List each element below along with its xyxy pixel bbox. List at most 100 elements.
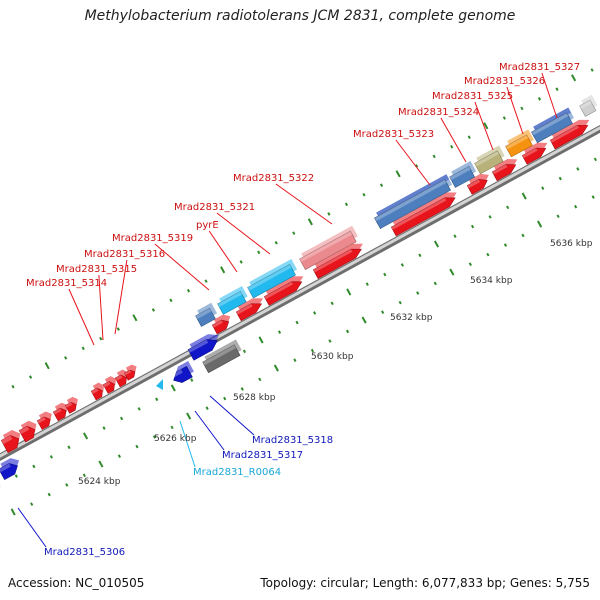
gene-label[interactable]: Mrad2831_5314: [26, 278, 107, 289]
gene-label[interactable]: Mrad2831_5323: [353, 129, 434, 140]
tick-mark: [67, 445, 71, 450]
gene-label[interactable]: Mrad2831_5318: [252, 435, 333, 446]
cds-feature[interactable]: [234, 294, 267, 322]
tick-mark: [344, 202, 349, 207]
tick-mark: [521, 192, 527, 200]
cds-feature[interactable]: [389, 188, 461, 237]
gene-feature[interactable]: [298, 225, 360, 270]
tick-mark: [327, 212, 331, 216]
gene-feature[interactable]: [473, 145, 507, 175]
callout-line: [194, 410, 225, 451]
gene-feature[interactable]: [530, 107, 576, 144]
tick-mark: [205, 406, 209, 410]
tick-mark: [328, 339, 332, 343]
cds-feature[interactable]: [89, 381, 108, 401]
callout-line: [17, 507, 47, 548]
cds-feature[interactable]: [0, 455, 24, 481]
tick-mark: [432, 154, 436, 159]
tick-mark: [240, 387, 244, 391]
tick-mark: [395, 170, 401, 178]
gene-feature[interactable]: [194, 302, 219, 327]
tick-mark: [135, 444, 139, 449]
tick-mark: [450, 144, 454, 149]
tick-mark: [361, 316, 367, 324]
gene-label[interactable]: Mrad2831_5317: [222, 450, 303, 461]
gene-label[interactable]: Mrad2831_R0064: [193, 467, 281, 478]
tick-mark: [30, 502, 34, 506]
tick-mark: [170, 425, 174, 430]
gene-label[interactable]: Mrad2831_5327: [499, 62, 580, 73]
gene-feature[interactable]: [448, 161, 478, 188]
ncrna-feature[interactable]: [156, 379, 163, 390]
gene-feature[interactable]: [246, 259, 299, 299]
tick-mark: [453, 234, 457, 238]
tick-mark: [47, 492, 51, 497]
cds-feature[interactable]: [520, 139, 551, 165]
gene-label[interactable]: Mrad2831_5319: [112, 233, 193, 244]
tick-mark: [273, 364, 279, 372]
tick-mark: [362, 192, 366, 197]
gene-feature[interactable]: [504, 129, 536, 158]
tick-mark: [220, 266, 226, 274]
gene-label[interactable]: pyrE: [196, 220, 219, 231]
gene-label[interactable]: Mrad2831_5321: [174, 202, 255, 213]
tick-mark: [574, 204, 578, 209]
tick-mark: [28, 375, 33, 379]
gene-feature[interactable]: [578, 94, 600, 117]
cds-feature[interactable]: [311, 239, 367, 279]
cds-feature[interactable]: [122, 363, 140, 381]
tick-mark: [449, 268, 455, 276]
tick-mark: [506, 205, 510, 210]
gene-label[interactable]: Mrad2831_5316: [84, 249, 165, 260]
gene-label[interactable]: Mrad2831_5322: [233, 173, 314, 184]
tick-mark: [99, 336, 103, 341]
gene-label[interactable]: Mrad2831_5324: [398, 107, 479, 118]
tick-mark: [14, 474, 18, 478]
cds-feature[interactable]: [35, 410, 56, 430]
tick-mark: [295, 320, 299, 325]
cds-feature[interactable]: [0, 427, 26, 454]
tick-mark: [558, 176, 562, 181]
cds-feature[interactable]: [186, 330, 224, 361]
tick-mark: [152, 435, 157, 439]
scale-label: 5632 kbp: [390, 313, 433, 323]
gene-feature[interactable]: [216, 285, 250, 315]
tick-mark: [555, 87, 559, 91]
callout-line: [506, 86, 524, 135]
tick-mark: [379, 183, 384, 187]
cds-feature[interactable]: [210, 312, 234, 335]
callout-line: [474, 101, 494, 151]
gene-label[interactable]: Mrad2831_5315: [56, 264, 137, 275]
cds-feature[interactable]: [548, 116, 593, 150]
cds-feature[interactable]: [101, 374, 120, 394]
tick-mark: [186, 412, 192, 420]
tick-mark: [292, 231, 296, 235]
tick-mark: [116, 327, 120, 331]
cds-feature[interactable]: [262, 272, 307, 306]
cds-feature[interactable]: [51, 401, 72, 422]
gene-label[interactable]: Mrad2831_5306: [44, 547, 125, 558]
feature-track[interactable]: [0, 94, 600, 481]
tick-mark: [576, 167, 580, 171]
gene-label[interactable]: Mrad2831_5325: [432, 91, 513, 102]
cds-feature[interactable]: [201, 339, 244, 374]
scale-label: 5634 kbp: [470, 276, 513, 286]
tick-mark: [190, 378, 194, 382]
gene-label[interactable]: Mrad2831_5326: [464, 76, 545, 87]
tick-mark: [137, 407, 141, 411]
gene-feature[interactable]: [373, 174, 454, 229]
accession-label: Accession: NC_010505: [8, 576, 145, 590]
tick-mark: [593, 157, 597, 162]
cds-feature[interactable]: [63, 395, 82, 414]
cds-feature[interactable]: [17, 418, 41, 443]
genome-title: Methylobacterium radiotolerans JCM 2831,…: [84, 8, 516, 24]
tick-mark: [330, 301, 334, 306]
cds-feature[interactable]: [169, 360, 196, 386]
tick-mark: [132, 314, 138, 322]
cds-feature[interactable]: [490, 155, 521, 182]
tick-mark: [488, 215, 492, 219]
callout-line: [208, 230, 238, 273]
tick-mark: [398, 300, 402, 305]
tick-mark: [571, 74, 577, 82]
